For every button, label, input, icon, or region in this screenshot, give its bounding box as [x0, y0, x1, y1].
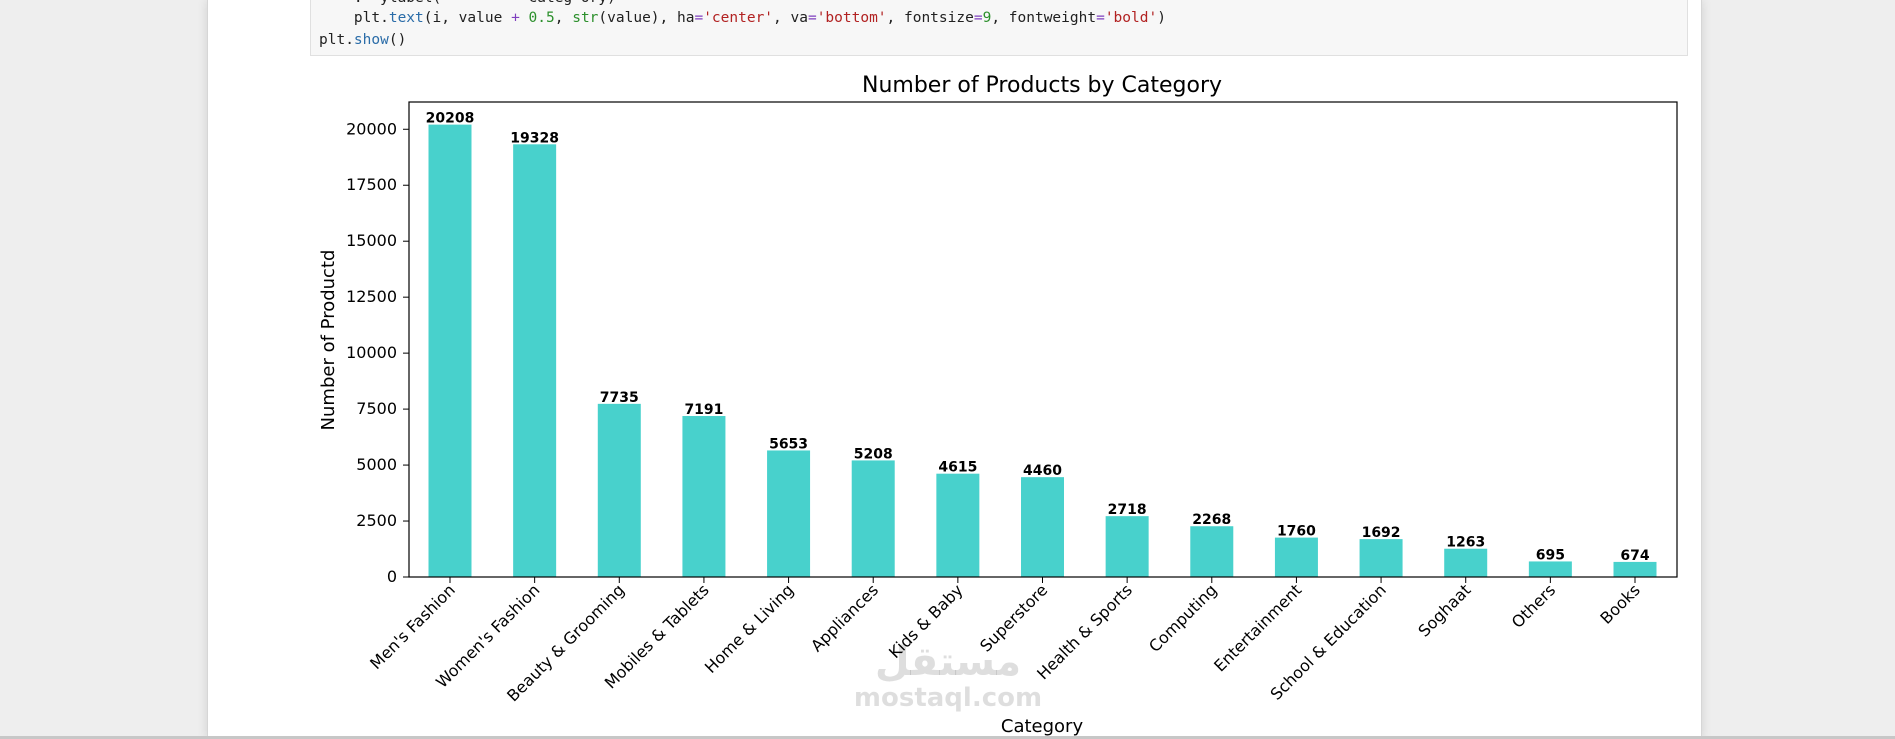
code-line-partial: . ylabel( Categ ory) [319, 0, 616, 8]
code-token: 'center' [703, 10, 774, 26]
y-tick-label: 17500 [346, 175, 397, 194]
code-token: show [353, 32, 389, 48]
code-token: plt. [319, 32, 354, 48]
bar [597, 403, 641, 577]
y-tick-label: 7500 [356, 399, 397, 418]
code-token: + [511, 10, 520, 26]
bar [1274, 537, 1318, 577]
code-token: 9 [982, 10, 992, 26]
bar-value-label: 695 [1536, 547, 1565, 563]
bars-group: 20208 19328 7735 7191 5653 5208 4615 4460 2718 22… [426, 111, 1657, 577]
bar [1105, 516, 1149, 577]
x-tick-label: Appliances [807, 580, 882, 655]
code-token: 'bold' [1104, 10, 1158, 26]
x-tick-label: Books [1596, 580, 1643, 627]
code-token: = [694, 10, 704, 26]
bar-value-label: 2268 [1192, 512, 1231, 528]
bar [1021, 477, 1064, 577]
code-token: str [572, 10, 599, 26]
y-ticks: 0 2500 5000 7500 10000 12500 15000 17500 20000 [346, 119, 409, 586]
y-tick-label: 15000 [346, 231, 397, 250]
code-token: () [388, 32, 407, 48]
x-tick-label: Superstore [976, 580, 1051, 655]
code-cell[interactable]: . ylabel( Categ ory) plt.text(i, value +… [310, 0, 1688, 56]
bottom-border [0, 736, 1895, 739]
x-tick-label: Men's Fashion [366, 580, 459, 673]
y-tick-label: 0 [387, 567, 397, 586]
bar-value-label: 2718 [1108, 502, 1147, 518]
code-token: , [554, 10, 573, 26]
y-axis-label: Number of Productd [318, 250, 339, 431]
x-tick-label: Soghaat [1414, 580, 1474, 640]
y-tick-label: 10000 [346, 343, 397, 362]
code-line-show-call: plt.show() [319, 30, 406, 50]
bar [1359, 539, 1403, 577]
code-token: 0.5 [528, 10, 555, 26]
code-token: (i, value [423, 10, 512, 26]
x-tick-label: Entertainment [1210, 580, 1305, 675]
bar-value-label: 1760 [1277, 524, 1316, 540]
bar-value-label: 20208 [426, 111, 475, 127]
code-token: (value), ha [598, 10, 695, 26]
code-token: plt. [319, 10, 389, 26]
bar [513, 144, 557, 577]
bar-value-label: 19328 [510, 130, 559, 146]
bar [1444, 548, 1488, 577]
y-tick-label: 2500 [356, 511, 397, 530]
bar-value-label: 7191 [684, 402, 723, 418]
bar-value-label: 7735 [600, 390, 639, 406]
bar-value-label: 5208 [854, 446, 893, 462]
code-token: = [973, 10, 983, 26]
bar [1528, 561, 1572, 577]
bar-value-label: 5653 [769, 436, 808, 452]
code-token: , va [773, 10, 808, 26]
bar [682, 416, 726, 577]
code-token: ) [1157, 10, 1166, 26]
bar [428, 124, 472, 577]
bar [1190, 526, 1234, 577]
plot-frame [408, 101, 1678, 578]
bar-value-label: 4615 [938, 460, 977, 476]
bar-value-label: 4460 [1023, 463, 1062, 479]
bar-value-label: 674 [1620, 548, 1649, 564]
bar [851, 460, 895, 577]
y-tick-label: 12500 [346, 287, 397, 306]
chart-title: Number of Products by Category [862, 73, 1222, 98]
y-tick-label: 5000 [356, 455, 397, 474]
x-axis-label: Category [1001, 716, 1084, 737]
code-token: , fontsize [886, 10, 974, 26]
code-token: 'bottom' [816, 10, 887, 26]
x-tick-label: Kids & Baby [885, 580, 967, 662]
code-line-text-call: plt.text(i, value + 0.5, str(value), ha=… [319, 8, 1166, 28]
x-tick-label: Others [1508, 580, 1559, 631]
bar-value-label: 1692 [1362, 525, 1401, 541]
code-token: text [388, 10, 424, 26]
bar [767, 450, 811, 577]
x-tick-label: Computing [1145, 580, 1221, 656]
bar [1613, 561, 1657, 577]
bar [936, 473, 980, 577]
code-token: = [1096, 10, 1105, 26]
bar-value-label: 1263 [1446, 535, 1485, 551]
code-token: , fontweight [991, 10, 1097, 26]
y-tick-label: 20000 [346, 119, 397, 138]
x-tick-label: Home & Living [701, 580, 797, 676]
code-token: = [807, 10, 817, 26]
